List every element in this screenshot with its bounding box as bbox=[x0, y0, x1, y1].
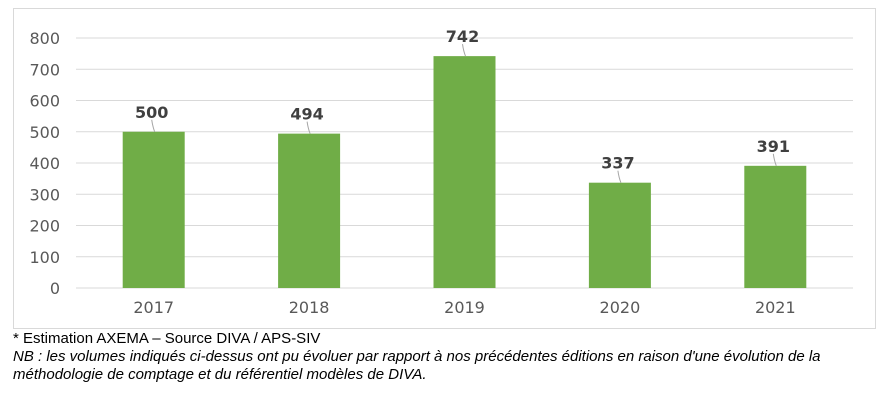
y-tick-label: 0 bbox=[50, 279, 60, 298]
label-leader bbox=[772, 153, 777, 166]
data-label: 337 bbox=[601, 154, 634, 173]
x-tick-label: 2019 bbox=[444, 298, 485, 317]
data-label: 742 bbox=[446, 27, 479, 46]
y-tick-label: 700 bbox=[29, 60, 60, 79]
data-label: 494 bbox=[290, 105, 323, 124]
y-tick-label: 200 bbox=[29, 217, 60, 236]
y-tick-label: 600 bbox=[29, 92, 60, 111]
label-leader bbox=[617, 170, 622, 183]
y-tick-label: 500 bbox=[29, 123, 60, 142]
x-tick-label: 2018 bbox=[289, 298, 330, 317]
bar-chart: 0 100 200 300 400 500 600 700 800 500 494 742 337 39… bbox=[29, 27, 853, 317]
label-leaders bbox=[151, 44, 777, 183]
label-leader bbox=[151, 119, 156, 132]
y-tick-label: 100 bbox=[29, 248, 60, 267]
x-tick-label: 2021 bbox=[755, 298, 796, 317]
label-leader bbox=[462, 44, 466, 57]
source-note: * Estimation AXEMA – Source DIVA / APS-S… bbox=[13, 330, 321, 347]
x-axis-ticks: 2017 2018 2019 2020 2021 bbox=[133, 298, 795, 317]
label-leader bbox=[306, 121, 311, 134]
x-tick-label: 2017 bbox=[133, 298, 174, 317]
data-label: 500 bbox=[135, 103, 168, 122]
bar-2019 bbox=[433, 56, 496, 288]
bar-2021 bbox=[744, 165, 807, 288]
data-label: 391 bbox=[757, 137, 790, 156]
bar-2020 bbox=[588, 182, 651, 288]
bar-2017 bbox=[122, 131, 185, 288]
bars bbox=[122, 56, 807, 288]
y-tick-label: 800 bbox=[29, 29, 60, 48]
y-axis-ticks: 0 100 200 300 400 500 600 700 800 bbox=[29, 29, 60, 298]
bar-2018 bbox=[278, 133, 341, 288]
x-tick-label: 2020 bbox=[600, 298, 641, 317]
data-labels: 500 494 742 337 391 bbox=[135, 27, 790, 173]
methodology-note: NB : les volumes indiqués ci-dessus ont … bbox=[13, 348, 821, 383]
y-tick-label: 400 bbox=[29, 154, 60, 173]
y-tick-label: 300 bbox=[29, 185, 60, 204]
footnotes: * Estimation AXEMA – Source DIVA / APS-S… bbox=[13, 330, 888, 384]
